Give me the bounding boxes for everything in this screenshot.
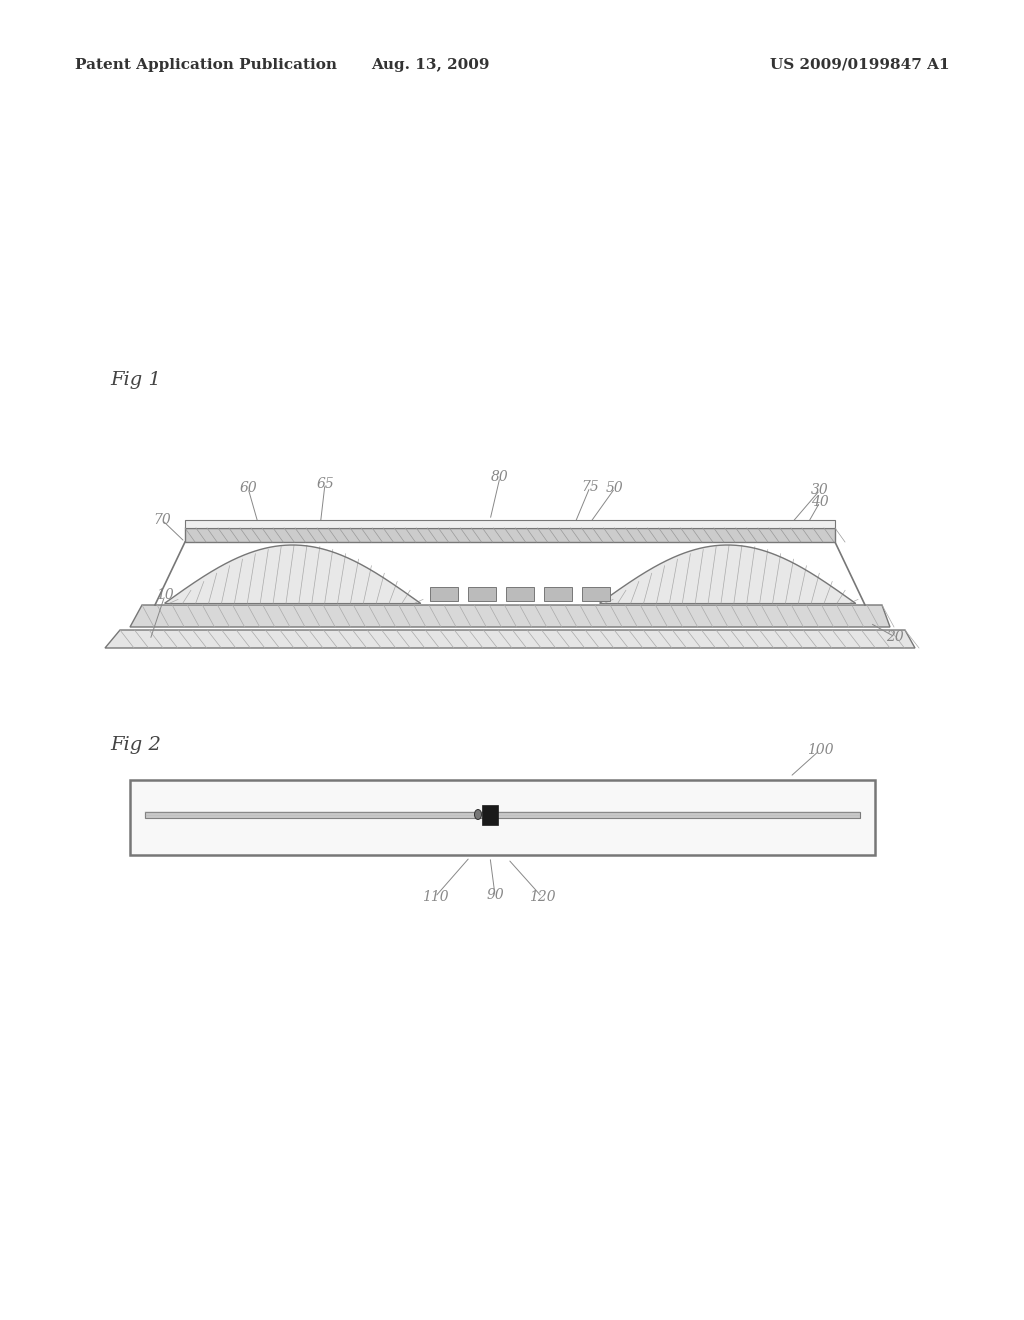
- Bar: [130, 780, 874, 855]
- Text: 110: 110: [422, 890, 449, 904]
- Text: 120: 120: [528, 890, 555, 904]
- Polygon shape: [105, 630, 915, 648]
- Text: US 2009/0199847 A1: US 2009/0199847 A1: [770, 58, 950, 73]
- Bar: [430, 587, 458, 601]
- Text: 75: 75: [582, 480, 599, 494]
- Polygon shape: [130, 605, 890, 627]
- Text: 90: 90: [486, 888, 504, 902]
- Bar: [506, 587, 534, 601]
- Text: Aug. 13, 2009: Aug. 13, 2009: [371, 58, 489, 73]
- Bar: [482, 804, 498, 825]
- Text: Fig 2: Fig 2: [110, 737, 161, 754]
- Bar: [185, 520, 835, 528]
- Text: 60: 60: [240, 480, 257, 495]
- Text: 40: 40: [811, 495, 828, 510]
- Text: 80: 80: [492, 470, 509, 484]
- Text: 70: 70: [154, 513, 171, 527]
- Text: 30: 30: [811, 483, 828, 498]
- Text: 100: 100: [807, 743, 834, 756]
- Text: 20: 20: [886, 630, 904, 644]
- Bar: [544, 587, 572, 601]
- Ellipse shape: [474, 809, 481, 820]
- Bar: [468, 587, 496, 601]
- Text: 65: 65: [316, 477, 334, 491]
- Text: Fig 1: Fig 1: [110, 371, 161, 389]
- Text: 10: 10: [156, 587, 174, 602]
- Bar: [582, 587, 610, 601]
- Bar: [185, 528, 835, 543]
- Text: 50: 50: [606, 480, 624, 495]
- Bar: [145, 812, 860, 817]
- Text: Patent Application Publication: Patent Application Publication: [75, 58, 337, 73]
